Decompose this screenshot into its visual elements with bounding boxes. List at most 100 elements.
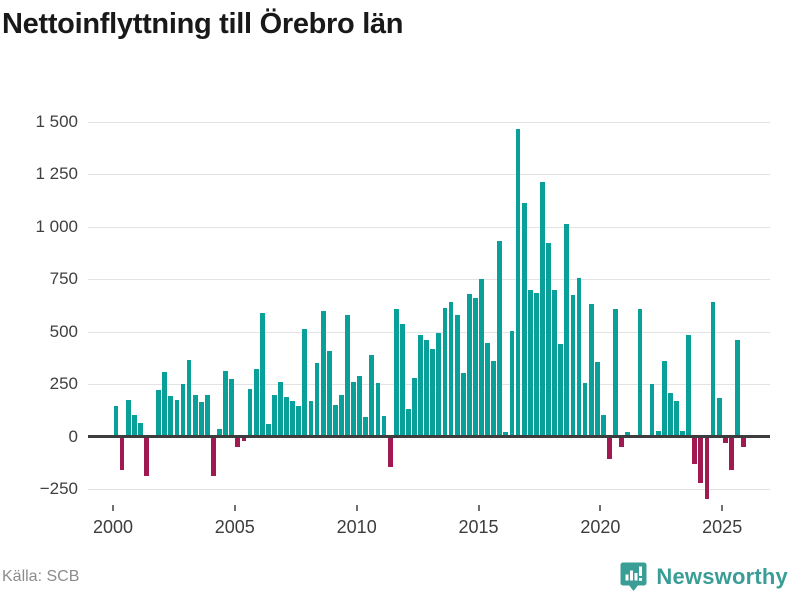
bar-2008-q1 (308, 400, 314, 436)
gridline-750 (88, 279, 770, 281)
bar-2020-q4 (619, 438, 625, 448)
bar-2018-q3 (564, 223, 570, 436)
bar-2014-q1 (454, 314, 460, 436)
y-axis-label-250: 250 (49, 374, 78, 394)
bar-2019-q4 (594, 362, 600, 436)
bar-2000-q3 (125, 399, 131, 436)
bar-2003-q1 (186, 360, 192, 436)
bar-2010-q2 (363, 416, 369, 436)
gridline--250 (88, 488, 770, 490)
bar-2001-q1 (137, 422, 143, 436)
y-axis-label-750: 750 (49, 269, 78, 289)
bar-2001-q4 (156, 390, 162, 436)
bar-2010-q3 (369, 354, 375, 436)
bar-2004-q4 (229, 378, 235, 436)
bar-2023-q1 (674, 400, 679, 436)
bar-2020-q1 (600, 414, 606, 436)
bar-2006-q2 (265, 424, 271, 436)
bar-2018-q2 (558, 344, 564, 436)
x-axis-label-2020: 2020 (580, 517, 621, 537)
x-axis-label-2000: 2000 (92, 517, 134, 537)
bar-2013-q2 (436, 332, 442, 436)
bar-2000-q4 (131, 414, 137, 436)
bar-2003-q4 (204, 394, 210, 436)
bar-2017-q3 (540, 181, 545, 436)
bar-2025-q2 (728, 438, 734, 470)
y-axis-label--250: −250 (39, 478, 78, 498)
bar-2018-q1 (552, 289, 558, 436)
bar-2014-q2 (460, 372, 466, 436)
bar-2006-q3 (271, 394, 277, 436)
newsworthy-logo: Newsworthy (620, 560, 788, 594)
bar-2023-q2 (680, 431, 685, 436)
bar-2022-q2 (655, 431, 661, 436)
bar-2024-q2 (704, 438, 710, 499)
bar-2010-q4 (375, 383, 381, 436)
bar-2002-q1 (162, 371, 168, 436)
bar-2007-q1 (284, 396, 289, 436)
chart-title: Nettoinflyttning till Örebro län (2, 8, 404, 40)
bar-2013-q3 (442, 307, 448, 436)
bar-2022-q1 (649, 384, 655, 436)
y-axis-label-1500: 1 500 (35, 111, 78, 131)
x-axis-tick-2010 (355, 505, 358, 511)
x-axis-label-2005: 2005 (214, 517, 255, 537)
bar-2011-q3 (393, 308, 399, 436)
bar-2018-q4 (570, 295, 576, 436)
x-axis-tick-2025 (721, 505, 724, 511)
y-axis-label-0: 0 (68, 426, 78, 446)
bar-2017-q4 (546, 242, 551, 436)
bar-2019-q3 (588, 304, 594, 436)
bar-2020-q3 (613, 308, 618, 436)
bar-2023-q4 (692, 438, 698, 465)
bar-2023-q3 (686, 334, 692, 436)
bar-2004-q1 (211, 438, 216, 476)
bar-2007-q3 (296, 406, 302, 436)
bar-2011-q1 (381, 415, 387, 436)
bar-2014-q3 (466, 294, 472, 436)
bar-2009-q2 (339, 394, 344, 436)
bar-2025-q1 (722, 438, 728, 444)
gridline-1000 (88, 226, 770, 228)
bar-2019-q1 (576, 278, 582, 436)
y-axis-label-1000: 1 000 (35, 216, 78, 236)
bar-2016-q3 (515, 129, 521, 436)
bar-2010-q1 (357, 375, 363, 436)
bar-2013-q4 (448, 302, 454, 436)
x-axis-tick-2005 (233, 505, 236, 511)
bar-2025-q3 (734, 340, 740, 436)
bar-2005-q3 (247, 389, 253, 436)
gridline-1500 (88, 121, 770, 123)
bar-2024-q3 (710, 302, 716, 436)
bar-2009-q3 (345, 314, 350, 436)
newsworthy-wordmark: Newsworthy (656, 564, 788, 589)
bar-2000-q1 (113, 406, 119, 436)
y-axis-label-500: 500 (49, 321, 78, 341)
x-axis-zero-line (88, 434, 770, 438)
bar-2005-q2 (241, 438, 247, 442)
x-axis-tick-2000 (112, 505, 114, 511)
bar-2008-q4 (326, 350, 332, 436)
x-axis-label-2010: 2010 (336, 517, 377, 537)
bar-2016-q1 (503, 432, 509, 436)
bar-2011-q2 (387, 438, 393, 468)
bar-2007-q2 (290, 400, 296, 436)
bar-2008-q2 (314, 363, 320, 436)
x-axis-label-2015: 2015 (458, 517, 499, 537)
source-label: Källa: SCB (2, 568, 80, 585)
bar-2025-q4 (741, 438, 746, 448)
bar-2002-q4 (180, 384, 186, 436)
bar-2009-q1 (332, 405, 338, 436)
bar-2012-q4 (424, 340, 430, 436)
bar-2017-q2 (533, 292, 539, 436)
bar-2006-q1 (259, 312, 265, 436)
bar-2002-q2 (168, 395, 174, 436)
bar-2000-q2 (119, 438, 125, 470)
bar-2006-q4 (278, 382, 283, 436)
bar-2022-q3 (661, 361, 667, 436)
gridline-500 (88, 331, 770, 333)
bar-2011-q4 (399, 324, 405, 436)
bar-2015-q4 (497, 240, 503, 436)
